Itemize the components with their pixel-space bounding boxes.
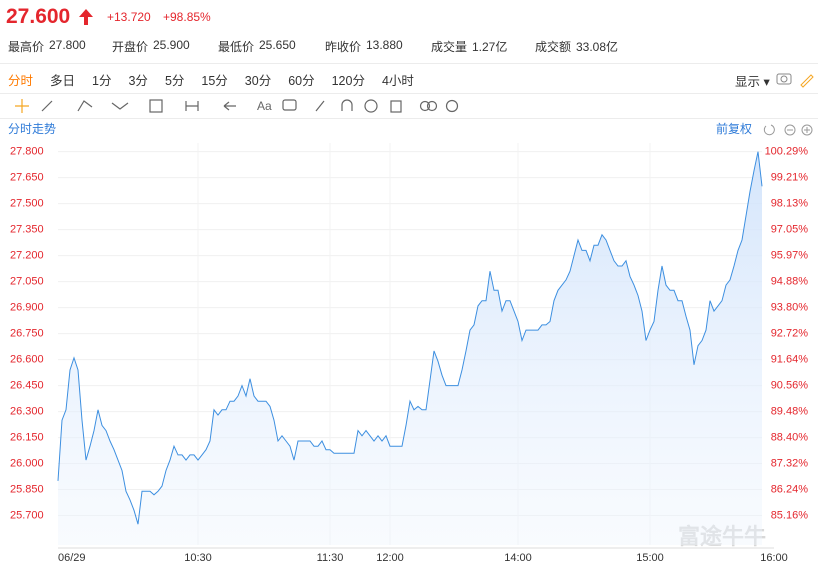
y2-tick-label: 100.29%	[765, 146, 809, 158]
period-tab[interactable]: 15分	[201, 74, 228, 88]
x-tick-label: 12:00	[376, 552, 404, 564]
y-tick-label: 26.000	[10, 457, 44, 469]
x-tick-label: 10:30	[184, 552, 212, 564]
x-tick-label: 16:00	[760, 552, 788, 564]
y-tick-label: 25.850	[10, 483, 44, 495]
stat-value: 27.800	[49, 38, 86, 52]
stat-value: 13.880	[366, 38, 403, 52]
x-tick-label: 11:30	[317, 552, 344, 564]
y-tick-label: 27.650	[10, 172, 44, 184]
period-tab[interactable]: 多日	[50, 74, 76, 88]
period-tab[interactable]: 4小时	[381, 74, 414, 88]
tool-icons	[776, 73, 814, 88]
y-tick-label: 25.700	[10, 509, 44, 521]
period-tab[interactable]: 5分	[164, 74, 185, 88]
stat-label: 成交量	[431, 40, 468, 54]
y-tick-label: 26.450	[10, 379, 44, 391]
x-tick-label: 15:00	[636, 552, 664, 564]
change: +13.720	[107, 10, 151, 24]
drawing-toolbar: Aa	[15, 99, 459, 113]
stat-value: 1.27亿	[472, 40, 508, 54]
y-tick-label: 26.300	[10, 405, 44, 417]
y2-tick-label: 88.40%	[771, 431, 809, 443]
y-tick-label: 27.350	[10, 224, 44, 236]
y2-tick-label: 89.48%	[771, 405, 809, 417]
y-tick-label: 27.200	[10, 250, 44, 262]
y-tick-label: 26.900	[10, 302, 44, 314]
separator	[0, 63, 818, 64]
period-tab[interactable]: 60分	[288, 74, 315, 88]
period-tab[interactable]: 120分	[331, 74, 365, 88]
y2-tick-label: 99.21%	[771, 172, 809, 184]
stat-value: 33.08亿	[576, 40, 619, 54]
price-line	[57, 151, 763, 525]
y2-tick-label: 93.80%	[771, 302, 809, 314]
stat-label: 最高价	[8, 40, 45, 54]
y2-tick-label: 98.13%	[771, 197, 809, 209]
period-tab[interactable]: 3分	[128, 74, 148, 88]
display-menu[interactable]: 显示 ▾	[735, 75, 770, 89]
y2-tick-label: 87.32%	[771, 457, 809, 469]
up-arrow	[79, 9, 93, 25]
period-tabs: 分时 多日 1分 3分 5分 15分 30分 60分 120分 4小时	[8, 70, 414, 89]
period-tab[interactable]: 分时	[8, 74, 34, 88]
y-tick-label: 26.150	[10, 431, 44, 443]
x-tick-label: 14:00	[504, 552, 532, 564]
period-tab[interactable]: 30分	[244, 74, 272, 88]
text-tool[interactable]: Aa	[257, 99, 272, 113]
stat-label: 最低价	[218, 40, 255, 54]
y2-tick-label: 92.72%	[771, 328, 809, 340]
y2-tick-label: 85.16%	[771, 509, 809, 521]
price-area	[58, 151, 762, 545]
y2-tick-label: 94.88%	[771, 276, 809, 288]
x-tick-label: 06/29	[58, 552, 86, 564]
period-tab[interactable]: 1分	[92, 74, 112, 88]
chart: 分时走势 前复权 富途牛牛 27.80027.65027.50027.35027…	[8, 121, 813, 564]
chart-title: 分时走势	[8, 122, 56, 136]
separator	[0, 118, 818, 119]
separator	[0, 93, 818, 94]
stat-value: 25.650	[259, 38, 296, 52]
stat-label: 开盘价	[112, 40, 149, 54]
y-tick-label: 26.600	[10, 354, 44, 366]
y2-tick-label: 97.05%	[771, 223, 809, 235]
y2-tick-label: 86.24%	[771, 483, 809, 495]
y-tick-label: 27.800	[10, 146, 44, 158]
stat-value: 25.900	[153, 38, 190, 52]
y-tick-label: 26.750	[10, 328, 44, 340]
adjust-label[interactable]: 前复权	[716, 121, 752, 136]
change-pct: +98.85%	[163, 10, 211, 24]
y2-tick-label: 91.64%	[771, 354, 809, 366]
y2-tick-label: 95.97%	[771, 249, 809, 261]
stat-label: 昨收价	[325, 40, 362, 54]
display-label: 显示	[735, 75, 761, 89]
y-tick-label: 27.500	[10, 198, 44, 210]
stat-label: 成交额	[535, 40, 572, 54]
price: 27.600	[6, 5, 71, 28]
y2-tick-label: 90.56%	[771, 380, 809, 392]
y-tick-label: 27.050	[10, 276, 44, 288]
